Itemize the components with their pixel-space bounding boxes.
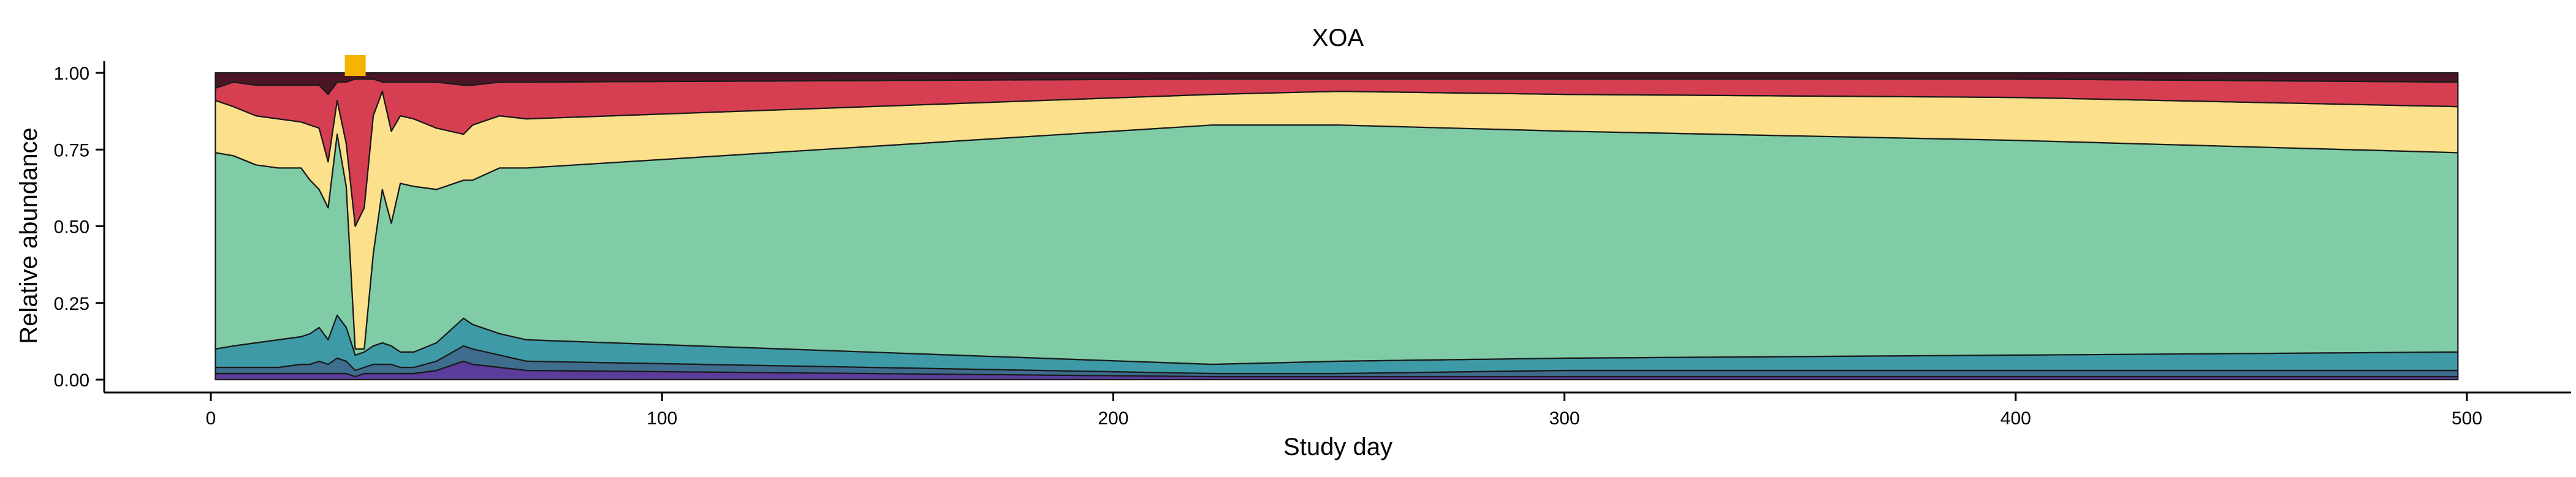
y-tick-label: 0.00	[54, 370, 89, 391]
x-tick-label: 0	[206, 408, 216, 429]
x-tick-label: 100	[647, 408, 677, 429]
x-tick-label: 300	[1549, 408, 1580, 429]
x-tick-label: 200	[1098, 408, 1128, 429]
annotation-marker	[344, 55, 366, 76]
x-tick-label: 500	[2452, 408, 2482, 429]
y-tick-label: 0.50	[54, 217, 89, 238]
x-tick-label: 400	[2000, 408, 2031, 429]
y-tick-label: 0.25	[54, 294, 89, 314]
chart-title: XOA	[1312, 24, 1364, 51]
plot-area	[215, 55, 2459, 381]
y-tick-label: 1.00	[54, 64, 89, 84]
y-tick-label: 0.75	[54, 140, 89, 160]
x-axis-title: Study day	[1283, 434, 1392, 460]
y-axis-title: Relative abundance	[15, 127, 42, 344]
axes: 0.00 0.25 0.50 0.75 1.00 0 100 200 300 400 500	[54, 61, 2571, 429]
